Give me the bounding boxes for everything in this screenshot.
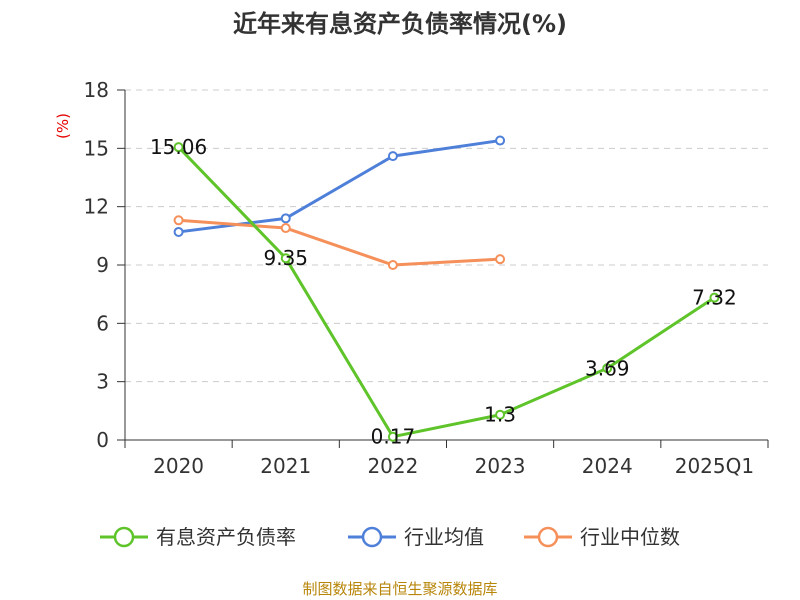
data-label: 7.32 <box>692 286 737 310</box>
series-line <box>178 218 501 267</box>
x-tick-label: 2021 <box>260 454 311 478</box>
legend: 有息资产负债率 行业均值 行业中位数 <box>100 525 680 549</box>
y-tick-label: 6 <box>96 311 109 335</box>
series-line <box>178 139 501 234</box>
series-0: 15.06 9.35 0.17 1.3 3.69 7.32 <box>150 135 737 449</box>
axes <box>117 89 769 448</box>
data-point <box>173 226 184 237</box>
y-tick-label: 0 <box>96 428 109 452</box>
data-point <box>280 213 291 224</box>
chart-title: 近年来有息资产负债率情况(%) <box>233 10 567 38</box>
data-label: 9.35 <box>263 246 308 270</box>
series-2 <box>173 215 506 270</box>
series-1 <box>173 135 506 237</box>
y-tick-labels: 0 3 6 9 12 15 18 <box>84 78 109 452</box>
y-tick-label: 15 <box>84 136 109 160</box>
data-point <box>495 409 506 420</box>
legend-label: 有息资产负债率 <box>156 525 296 549</box>
y-tick-label: 3 <box>96 370 109 394</box>
y-tick-label: 12 <box>84 195 109 219</box>
x-tick-label: 2020 <box>153 454 204 478</box>
grid-lines <box>125 89 768 383</box>
y-tick-label: 9 <box>96 253 109 277</box>
y-axis-unit: (%) <box>54 113 72 139</box>
x-tick-label: 2025Q1 <box>675 454 754 478</box>
legend-swatch-marker <box>113 526 135 548</box>
legend-swatch-marker <box>361 526 383 548</box>
data-point <box>280 253 291 264</box>
x-tick-label: 2022 <box>367 454 418 478</box>
data-point <box>709 292 720 303</box>
data-point <box>387 260 398 270</box>
series-group: 15.06 9.35 0.17 1.3 3.69 7.32 <box>150 135 737 449</box>
legend-swatch-marker <box>537 526 559 548</box>
y-tick-label: 18 <box>84 78 109 102</box>
data-label: 1.3 <box>484 403 516 427</box>
x-tick-label: 2023 <box>475 454 526 478</box>
x-tick-label: 2024 <box>582 454 633 478</box>
data-point <box>280 223 291 234</box>
source-note: 制图数据来自恒生聚源数据库 <box>302 580 497 598</box>
series-line <box>177 146 716 439</box>
legend-label: 行业中位数 <box>580 525 680 549</box>
data-point <box>387 431 398 442</box>
data-point <box>495 254 506 265</box>
data-point <box>602 363 613 374</box>
data-label: 15.06 <box>150 135 207 159</box>
data-point <box>495 135 506 146</box>
legend-label: 行业均值 <box>404 525 484 549</box>
data-label: 0.17 <box>371 425 416 449</box>
data-point <box>173 142 184 153</box>
legend-item-0: 有息资产负债率 <box>100 525 296 549</box>
data-point <box>173 215 184 226</box>
legend-item-1: 行业均值 <box>348 525 484 549</box>
data-point <box>387 151 398 162</box>
data-label: 3.69 <box>585 356 630 380</box>
x-tick-labels: 2020 2021 2022 2023 2024 2025Q1 <box>153 454 754 478</box>
legend-item-2: 行业中位数 <box>524 525 680 549</box>
